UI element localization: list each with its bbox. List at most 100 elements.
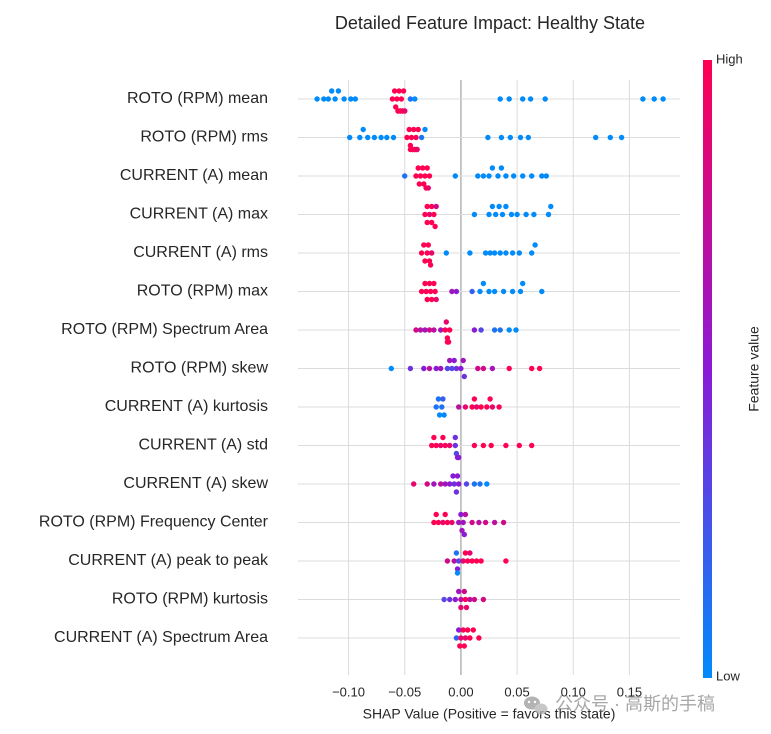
shap-point — [393, 104, 399, 110]
shap-point — [462, 404, 469, 410]
shap-point — [413, 327, 419, 333]
shap-point — [469, 519, 475, 526]
shap-point — [489, 165, 496, 171]
shap-point — [389, 96, 396, 102]
shap-point — [461, 531, 467, 538]
shap-point — [513, 327, 519, 333]
shap-point — [489, 203, 496, 210]
shap-point — [497, 250, 503, 256]
shap-point — [450, 473, 456, 479]
shap-point — [497, 327, 503, 333]
shap-point — [447, 357, 453, 364]
shap-point — [503, 203, 509, 210]
shap-point — [440, 396, 446, 402]
shap-point — [425, 242, 431, 248]
shap-point — [421, 242, 427, 248]
shap-point — [476, 519, 482, 526]
shap-point — [514, 211, 520, 218]
shap-point — [424, 165, 430, 171]
shap-point — [506, 327, 512, 333]
shap-point — [463, 481, 470, 487]
shap-point — [424, 481, 430, 487]
shap-point — [477, 481, 483, 487]
shap-point — [491, 288, 498, 295]
shap-point — [525, 134, 531, 141]
shap-point — [347, 134, 353, 141]
shap-point — [487, 396, 493, 402]
feature-label: ROTO (RPM) kurtosis — [112, 591, 268, 608]
shap-point — [417, 173, 424, 179]
shap-point — [396, 88, 402, 94]
shap-point — [506, 365, 512, 372]
shap-point — [442, 442, 448, 449]
shap-point — [516, 442, 522, 449]
shap-point — [507, 134, 513, 141]
shap-point — [433, 404, 439, 410]
shap-point — [418, 134, 425, 141]
shap-point — [496, 404, 502, 410]
shap-point — [480, 280, 487, 287]
shap-point — [424, 219, 430, 226]
shap-point — [480, 596, 487, 603]
shap-point — [429, 296, 435, 303]
shap-point — [456, 404, 462, 410]
feature-label: CURRENT (A) kurtosis — [105, 398, 268, 415]
shap-point — [640, 96, 646, 102]
shap-point — [516, 250, 522, 256]
shap-point — [461, 373, 467, 380]
shap-point — [390, 134, 397, 141]
shap-point — [467, 596, 473, 603]
shap-point — [454, 570, 461, 576]
shap-point — [433, 442, 439, 449]
shap-point — [475, 173, 481, 179]
colorbar-gradient — [703, 60, 712, 678]
feature-label: CURRENT (A) rms — [133, 244, 268, 261]
shap-point — [447, 442, 453, 449]
shap-point — [496, 203, 502, 210]
watermark-text: 公众号 · 高斯的手稿 — [555, 694, 715, 714]
shap-point — [422, 126, 428, 133]
shap-point — [469, 404, 475, 410]
shap-point — [454, 473, 461, 479]
shap-point — [438, 327, 444, 333]
feature-labels: ROTO (RPM) mean ROTO (RPM) rms CURRENT (A)… — [39, 90, 269, 646]
chart-title: Detailed Feature Impact: Healthy State — [335, 13, 645, 33]
shap-point — [482, 250, 489, 256]
shap-point — [460, 558, 466, 564]
shap-point — [467, 635, 473, 641]
shap-point — [442, 481, 448, 487]
shap-point — [441, 596, 447, 603]
shap-point — [453, 489, 460, 495]
shap-point — [407, 142, 414, 149]
shap-point — [341, 96, 347, 102]
shap-point — [491, 250, 498, 256]
shap-point — [442, 511, 448, 518]
shap-point — [431, 280, 437, 287]
shap-point — [508, 211, 515, 218]
shap-point — [442, 327, 448, 333]
shap-point — [529, 442, 535, 449]
shap-point — [398, 96, 405, 102]
shap-point — [348, 96, 354, 102]
shap-point — [453, 365, 460, 372]
shap-point — [402, 108, 408, 114]
shap-point — [412, 96, 418, 102]
shap-point — [438, 481, 444, 487]
shap-point — [426, 173, 433, 179]
shap-point — [449, 519, 455, 526]
shap-point — [378, 134, 384, 141]
shap-point — [456, 588, 462, 595]
colorbar-high-label: High — [716, 51, 743, 66]
shap-point — [429, 219, 435, 226]
shap-point — [425, 185, 431, 191]
shap-point — [542, 96, 548, 102]
shap-point — [447, 327, 453, 333]
shap-point — [416, 181, 422, 187]
shap-point — [325, 96, 331, 102]
shap-point — [618, 134, 625, 141]
shap-point — [411, 481, 417, 487]
shap-point — [424, 296, 430, 303]
shap-point — [407, 96, 414, 102]
shap-point — [335, 88, 342, 94]
shap-point — [499, 211, 506, 218]
